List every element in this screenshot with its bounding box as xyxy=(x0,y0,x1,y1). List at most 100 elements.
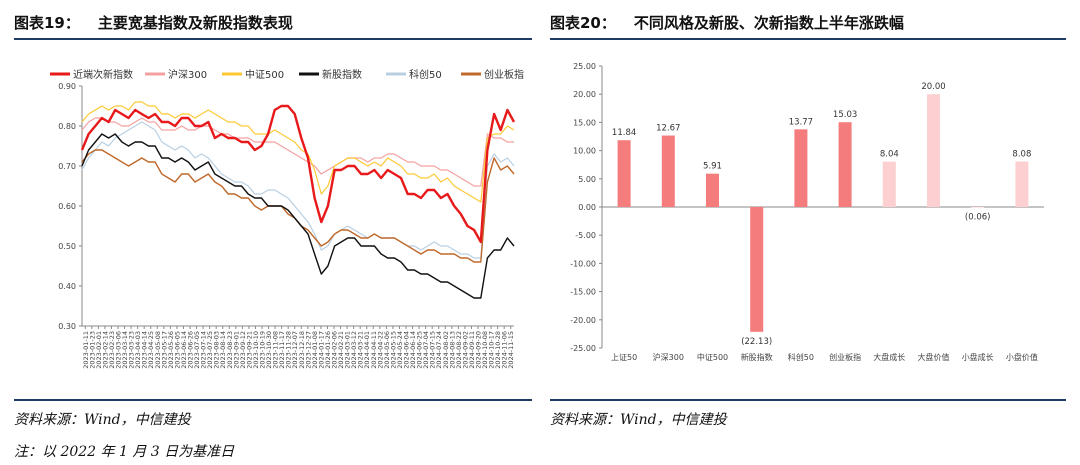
legend-item-0: 近端次新指数 xyxy=(50,68,133,81)
x-tick-label: 2023-12-07 xyxy=(291,331,299,369)
x-tick-label: 2024-06-25 xyxy=(416,331,424,369)
x-tick-label: 2024-03-12 xyxy=(350,331,358,369)
series-line-5 xyxy=(81,149,515,263)
x-tick-label: 2024-08-02 xyxy=(442,331,450,369)
x-tick-label: 2023-04-03 xyxy=(134,331,142,369)
y-tick-label: -5.00 xyxy=(575,231,596,240)
x-tick-label: 2023-11-08 xyxy=(272,331,280,369)
x-tick-label: 2024-05-24 xyxy=(396,331,404,369)
y-tick-label: 25.00 xyxy=(573,62,596,71)
x-tick-label: 2023-08-03 xyxy=(213,331,221,369)
series-line-0 xyxy=(80,104,516,244)
legend-item-2: 中证500 xyxy=(222,68,284,81)
x-tick-label: 2023-10-30 xyxy=(265,331,273,369)
x-tick-label: 2023-09-12 xyxy=(239,331,247,369)
x-tick-label: 2023-04-14 xyxy=(141,331,149,369)
line-chart: 近端次新指数 沪深300 中证500 新股指数 科创50 创业板指 0.30 0.40 0.50… xyxy=(50,68,524,369)
y-tick-label: 10.00 xyxy=(573,147,596,156)
bar-value-label: 11.84 xyxy=(612,128,636,138)
x-tick-label: 2023-07-25 xyxy=(206,331,214,369)
category-label: 科创50 xyxy=(788,352,814,362)
x-tick-label: 2024-04-22 xyxy=(376,331,384,369)
bar-4 xyxy=(794,129,808,207)
y-tick-label: 0.80 xyxy=(58,122,76,131)
x-tick-label: 2023-09-21 xyxy=(245,331,253,369)
x-tick-label: 2023-07-14 xyxy=(200,331,208,369)
x-tick-label: 2023-11-17 xyxy=(278,331,286,369)
bar-value-label: 8.04 xyxy=(880,150,899,160)
left-figure-title-text: 主要宽基指数及新股指数表现 xyxy=(97,14,293,32)
x-tick-label: 2024-11-15 xyxy=(507,331,515,369)
x-tick-label: 2023-10-19 xyxy=(259,331,267,369)
x-tick-label: 2023-03-14 xyxy=(121,331,129,369)
x-tick-label: 2024-02-06 xyxy=(331,331,339,369)
x-tick-label: 2024-10-08 xyxy=(481,331,489,369)
x-tick-label: 2023-10-10 xyxy=(252,331,260,369)
bar-3 xyxy=(750,207,764,332)
x-tick-label: 2023-05-17 xyxy=(160,331,168,369)
category-label: 大盘价值 xyxy=(918,352,950,362)
bar-value-label: 15.03 xyxy=(833,110,857,120)
x-tick-label: 2023-12-18 xyxy=(298,331,306,369)
category-label: 小盘成长 xyxy=(962,352,994,362)
x-tick-label: 2023-12-27 xyxy=(304,331,312,369)
y-tick-label: 5.00 xyxy=(578,175,596,184)
y-tick-label: -10.00 xyxy=(570,259,596,268)
y-tick-label: 0.90 xyxy=(58,82,76,91)
bar-value-label: 20.00 xyxy=(921,82,945,92)
legend-label: 创业板指 xyxy=(484,68,524,81)
x-tick-label: 2023-01-23 xyxy=(88,331,96,369)
x-tick-label: 2024-10-28 xyxy=(494,331,502,369)
x-tick-label: 2024-08-13 xyxy=(448,331,456,369)
y-tick-label: 0.30 xyxy=(58,322,76,331)
legend-label: 近端次新指数 xyxy=(73,68,133,81)
y-tick-label: 0.70 xyxy=(58,162,76,171)
left-top-rule xyxy=(14,38,532,40)
category-label: 沪深300 xyxy=(653,352,684,362)
legend-label: 新股指数 xyxy=(322,68,362,81)
bar-5 xyxy=(838,122,852,207)
series-line-2 xyxy=(81,101,515,203)
category-label: 大盘成长 xyxy=(873,352,905,362)
bar-8 xyxy=(971,207,985,208)
bar-1 xyxy=(661,135,675,207)
x-tick-label: 2024-10-17 xyxy=(488,331,496,369)
right-figure-number: 图表20： xyxy=(550,14,616,32)
x-tick-label: 2024-01-26 xyxy=(324,331,332,369)
x-tick-label: 2023-03-06 xyxy=(115,331,123,369)
x-tick-label: 2023-02-01 xyxy=(95,331,103,369)
y-tick-label: -20.00 xyxy=(570,316,596,325)
x-tick-label: 2023-01-11 xyxy=(82,331,90,369)
x-tick-label: 2024-09-02 xyxy=(461,331,469,369)
category-label: 新股指数 xyxy=(741,352,773,362)
x-tick-label: 2024-01-17 xyxy=(317,331,325,369)
x-tick-label: 2023-03-23 xyxy=(128,331,136,369)
legend-item-1: 沪深300 xyxy=(145,68,207,81)
left-source-note: 资料来源：Wind，中信建投 xyxy=(14,412,191,428)
x-tick-label: 2024-11-06 xyxy=(501,331,509,369)
bar-value-label: (0.06) xyxy=(965,212,991,222)
x-tick-label: 2024-07-04 xyxy=(422,331,430,369)
bar-7 xyxy=(927,94,940,207)
x-tick-label: 2023-02-23 xyxy=(108,331,116,369)
x-tick-label: 2024-04-11 xyxy=(370,331,378,369)
x-tick-label: 2024-06-04 xyxy=(403,331,411,369)
legend-item-3: 新股指数 xyxy=(299,68,362,81)
left-figure-title: 图表19： 主要宽基指数及新股指数表现 xyxy=(14,12,293,33)
category-label: 小盘价值 xyxy=(1006,352,1038,362)
x-tick-label: 2023-06-26 xyxy=(187,331,195,369)
right-figure-title-text: 不同风格及新股、次新指数上半年涨跌幅 xyxy=(633,14,904,32)
category-label: 上证50 xyxy=(611,353,637,362)
x-tick-label: 2024-05-06 xyxy=(383,331,391,369)
y-tick-label: 0.60 xyxy=(58,202,76,211)
x-tick-label: 2024-05-15 xyxy=(389,331,397,369)
x-tick-label: 2024-09-11 xyxy=(468,331,476,369)
series-line-3 xyxy=(81,133,515,299)
category-label: 中证500 xyxy=(697,352,728,362)
x-tick-label: 2024-07-15 xyxy=(429,331,437,369)
x-tick-label: 2023-07-05 xyxy=(193,331,201,369)
bar-2 xyxy=(706,173,719,207)
y-tick-label: 0.40 xyxy=(58,282,76,291)
x-tick-label: 2024-02-21 xyxy=(337,331,345,369)
x-tick-label: 2024-09-20 xyxy=(475,331,483,369)
